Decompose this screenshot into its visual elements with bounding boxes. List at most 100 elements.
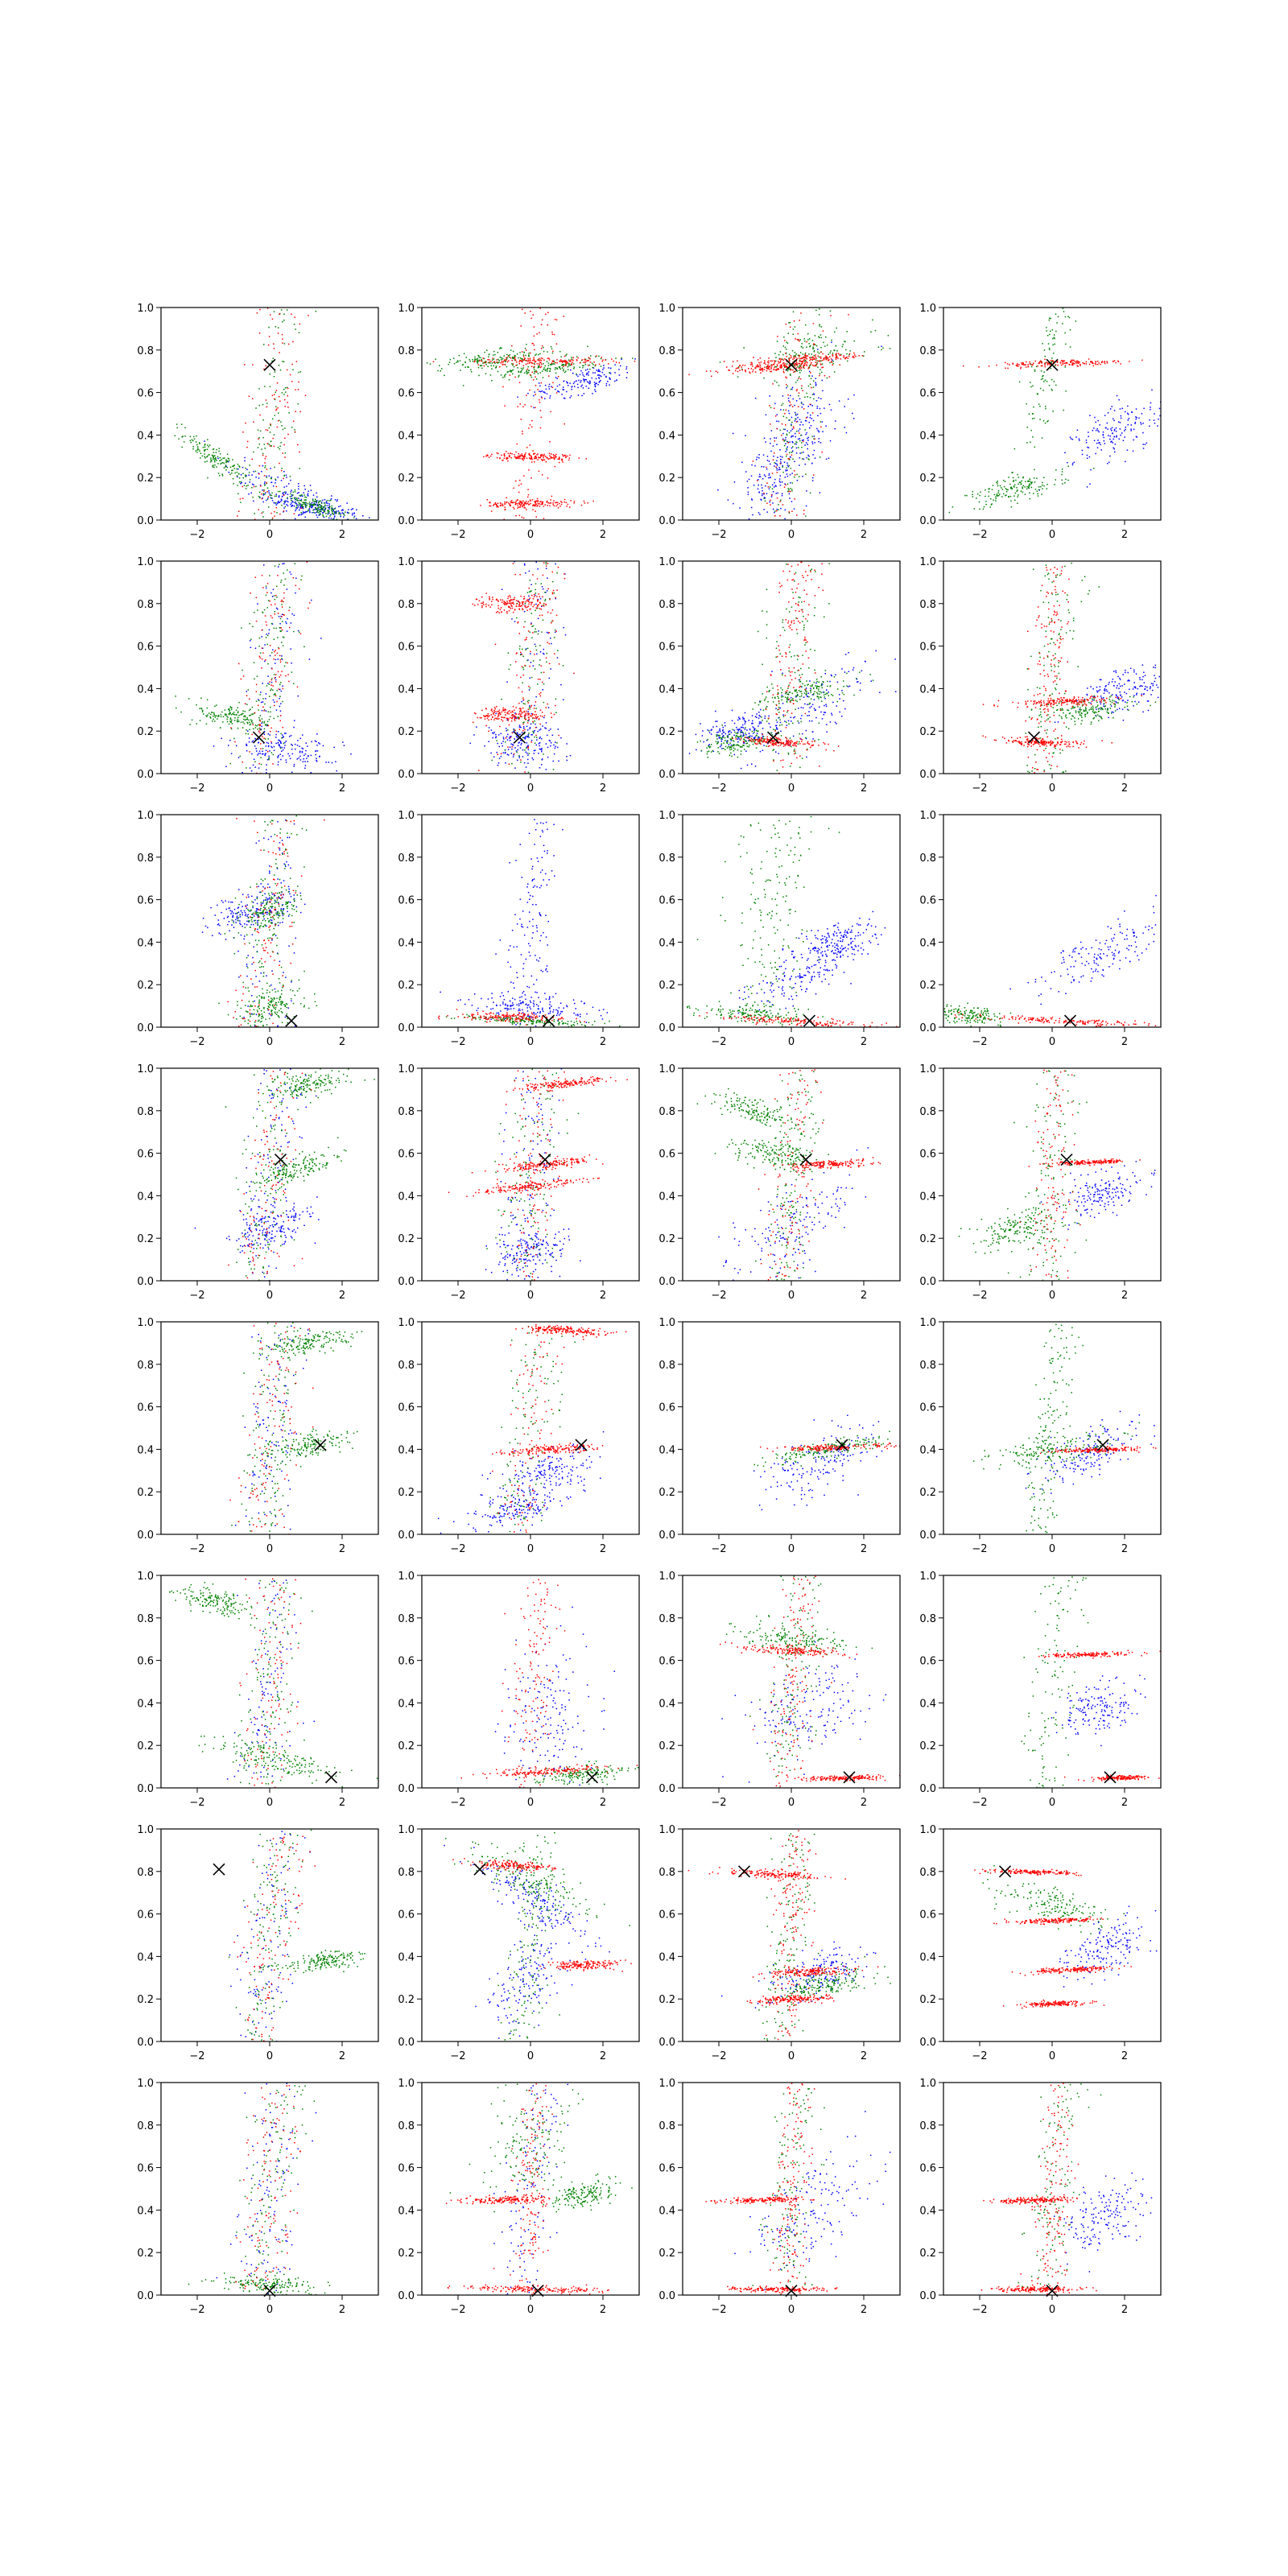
point-red <box>497 711 499 712</box>
point-red <box>1057 365 1059 366</box>
point-green <box>178 438 180 440</box>
point-green <box>225 714 226 716</box>
point-red <box>540 382 543 384</box>
point-blue <box>285 762 287 763</box>
point-blue <box>261 636 262 638</box>
point-red <box>832 364 833 366</box>
point-green <box>537 373 539 374</box>
point-red <box>568 457 571 459</box>
point-blue <box>576 380 577 382</box>
point-blue <box>791 388 793 390</box>
point-red <box>576 359 578 361</box>
point-blue <box>322 745 324 747</box>
point-blue <box>278 731 279 733</box>
point-green <box>792 458 794 460</box>
point-green <box>791 490 793 492</box>
point-red <box>539 308 541 309</box>
point-red <box>530 715 531 716</box>
point-red <box>540 454 542 456</box>
point-blue <box>356 509 357 510</box>
point-red <box>288 609 290 612</box>
point-green <box>1052 337 1054 340</box>
point-blue <box>281 655 283 657</box>
point-green <box>845 349 847 351</box>
point-blue <box>605 385 608 386</box>
point-blue <box>787 410 790 412</box>
point-blue <box>527 393 529 394</box>
point-red <box>785 484 786 486</box>
point-green <box>1010 500 1012 502</box>
point-green <box>535 378 538 380</box>
point-blue <box>768 488 770 489</box>
point-red <box>275 695 277 697</box>
point-red <box>506 457 507 459</box>
point-red <box>768 360 770 362</box>
point-red <box>1079 361 1080 363</box>
point-red <box>516 443 518 445</box>
point-green <box>1014 499 1016 502</box>
point-green <box>1031 418 1034 419</box>
point-green <box>258 719 261 721</box>
point-green <box>226 460 229 462</box>
point-blue <box>1127 419 1129 421</box>
point-red <box>803 362 806 365</box>
point-green <box>812 348 815 349</box>
point-blue <box>326 505 328 506</box>
point-green <box>811 340 814 341</box>
point-blue <box>765 441 766 443</box>
point-blue <box>538 630 539 632</box>
point-green <box>948 511 951 514</box>
point-green <box>832 362 834 365</box>
point-red <box>767 486 770 488</box>
point-green <box>509 354 510 356</box>
point-green <box>827 345 828 346</box>
point-green <box>526 720 529 722</box>
point-green <box>791 350 794 352</box>
point-green <box>493 365 494 367</box>
point-blue <box>275 742 277 745</box>
point-green <box>262 419 264 421</box>
point-red <box>239 498 242 500</box>
point-green <box>264 465 266 467</box>
point-red <box>283 601 284 603</box>
x-tick-label: −2 <box>189 529 204 541</box>
point-green <box>344 514 345 516</box>
point-blue <box>316 502 318 504</box>
point-blue <box>529 728 530 729</box>
point-red <box>560 501 562 502</box>
point-green <box>305 497 308 498</box>
point-green <box>253 728 254 730</box>
point-red <box>506 712 509 715</box>
point-red <box>552 382 554 384</box>
point-green <box>600 357 602 360</box>
point-blue <box>518 601 519 602</box>
point-red <box>519 602 521 604</box>
point-green <box>322 507 324 509</box>
point-blue <box>772 502 774 504</box>
point-blue <box>291 771 293 774</box>
point-green <box>494 353 496 356</box>
point-red <box>1095 361 1097 363</box>
point-red <box>246 695 248 696</box>
point-green <box>271 492 273 494</box>
point-red <box>265 456 267 457</box>
point-blue <box>778 469 780 471</box>
point-blue <box>810 403 811 406</box>
point-red <box>838 353 840 354</box>
point-red <box>781 423 783 425</box>
point-red <box>554 456 556 459</box>
point-red <box>514 358 516 361</box>
point-red <box>493 361 495 363</box>
point-green <box>1046 335 1049 336</box>
point-blue <box>533 394 535 397</box>
point-red <box>509 504 510 506</box>
point-green <box>281 425 283 427</box>
point-red <box>522 359 524 361</box>
point-blue <box>295 577 297 580</box>
point-blue <box>510 753 513 754</box>
point-blue <box>759 476 762 477</box>
point-red <box>799 360 801 362</box>
point-red <box>514 609 516 610</box>
point-green <box>775 366 778 368</box>
point-green <box>807 396 808 398</box>
